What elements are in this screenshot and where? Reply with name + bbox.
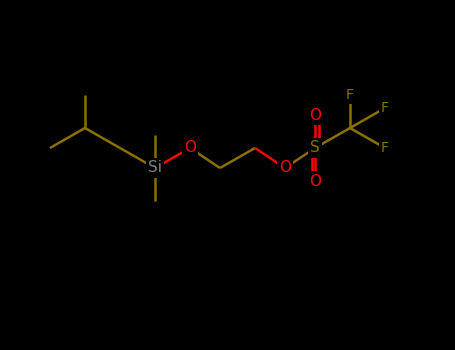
Text: S: S — [310, 140, 320, 155]
Text: F: F — [381, 101, 389, 115]
Text: O: O — [309, 174, 321, 189]
Text: O: O — [184, 140, 196, 155]
Text: F: F — [381, 141, 389, 155]
Text: F: F — [346, 88, 354, 102]
Text: Si: Si — [148, 161, 162, 175]
Text: O: O — [309, 107, 321, 122]
Text: O: O — [279, 161, 291, 175]
